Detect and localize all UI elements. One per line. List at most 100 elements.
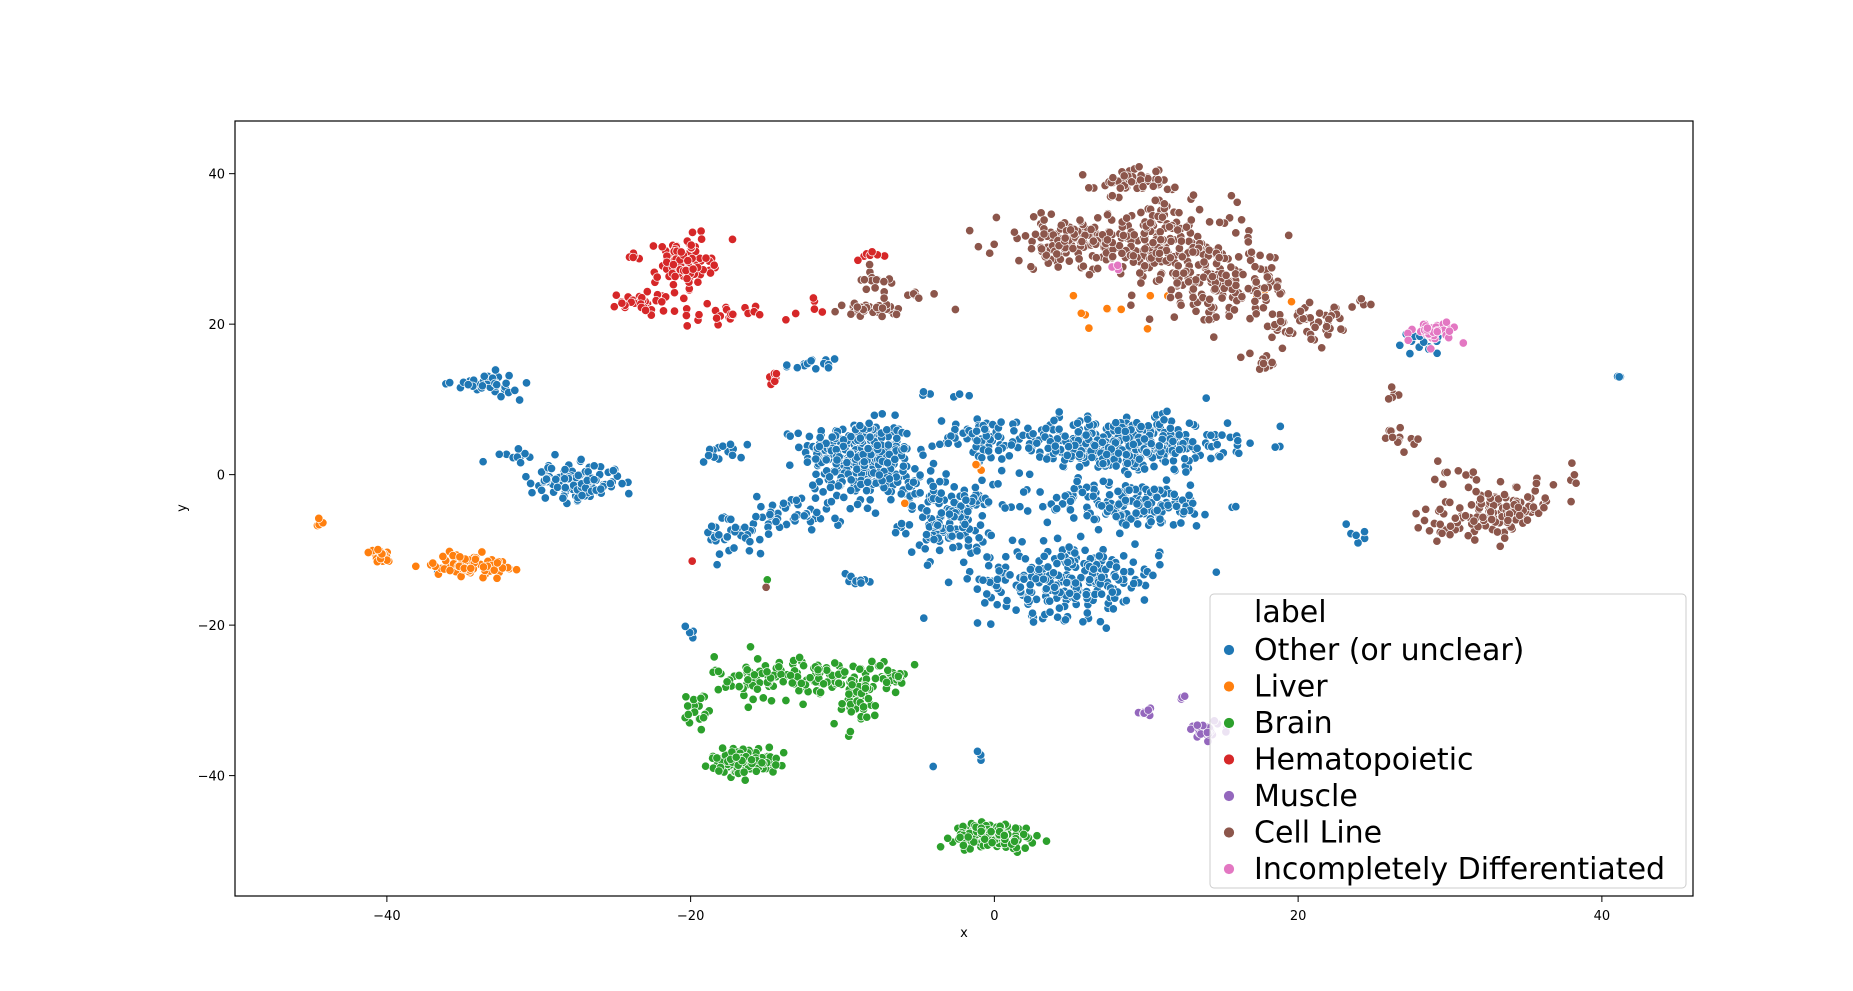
data-point (1478, 512, 1488, 522)
data-point (1234, 448, 1244, 458)
data-point (944, 577, 954, 587)
data-point (686, 240, 696, 250)
data-point (1005, 570, 1015, 580)
data-point (1310, 322, 1320, 332)
data-point (870, 710, 880, 720)
data-point (1499, 490, 1510, 500)
data-point (877, 303, 888, 313)
data-point (811, 454, 821, 464)
data-point (978, 575, 988, 585)
data-point (1068, 291, 1078, 301)
data-point (1084, 183, 1094, 193)
data-point (1405, 349, 1415, 359)
x-tick-label: 40 (1594, 909, 1611, 924)
data-point (877, 409, 887, 419)
data-point (648, 241, 658, 251)
data-point (996, 417, 1006, 427)
data-point (958, 840, 968, 850)
data-point (1032, 831, 1042, 841)
data-point (745, 642, 756, 652)
data-point (982, 552, 992, 562)
data-point (811, 469, 821, 479)
data-point (1149, 484, 1159, 494)
data-point (1270, 442, 1280, 452)
data-point (701, 761, 711, 771)
data-point (1140, 464, 1150, 474)
data-point (1188, 190, 1199, 200)
data-point (682, 274, 692, 284)
data-point (751, 766, 761, 776)
data-point (1469, 516, 1479, 526)
data-point (948, 543, 958, 553)
data-point (712, 753, 722, 763)
data-point (980, 424, 990, 434)
data-point (994, 566, 1004, 576)
data-point (1267, 332, 1277, 342)
data-point (999, 830, 1009, 841)
data-point (1495, 477, 1506, 487)
data-point (826, 497, 836, 507)
legend-marker (1223, 863, 1235, 875)
data-point (791, 308, 801, 319)
data-point (977, 453, 987, 463)
data-point (774, 662, 784, 672)
data-point (1056, 551, 1066, 561)
data-point (830, 658, 840, 668)
data-point (1172, 278, 1182, 288)
data-point (1262, 272, 1272, 282)
data-point (781, 315, 791, 325)
points-layer (312, 162, 1625, 857)
data-point (573, 470, 583, 480)
data-point (1118, 230, 1128, 241)
data-point (855, 664, 865, 674)
data-point (977, 511, 987, 521)
data-point (1353, 538, 1363, 548)
data-point (992, 574, 1002, 584)
data-point (1122, 458, 1133, 468)
data-point (1142, 447, 1152, 457)
data-point (852, 302, 862, 312)
data-point (1209, 332, 1219, 342)
data-point (1054, 424, 1064, 434)
data-point (681, 310, 691, 321)
data-point (830, 513, 840, 523)
data-point (1060, 431, 1070, 441)
data-point (1471, 475, 1482, 485)
data-point (1031, 574, 1041, 584)
data-point (1306, 334, 1316, 344)
data-point (1128, 251, 1138, 261)
data-point (1140, 261, 1150, 271)
data-point (657, 297, 667, 307)
data-point (679, 293, 689, 303)
data-point (814, 442, 824, 452)
data-point (943, 438, 953, 448)
data-point (1075, 449, 1085, 459)
y-tick-label: −20 (198, 619, 225, 634)
data-point (798, 699, 808, 709)
data-point (1179, 268, 1189, 278)
data-point (833, 481, 843, 491)
data-point (955, 832, 965, 842)
data-point (1071, 578, 1081, 588)
data-point (825, 482, 836, 492)
data-point (1566, 497, 1576, 507)
data-point (1276, 316, 1286, 326)
data-point (1168, 436, 1178, 446)
data-point (1023, 594, 1033, 604)
data-point (764, 742, 774, 752)
data-point (1419, 515, 1430, 526)
data-point (1179, 507, 1189, 517)
data-point (976, 826, 986, 836)
data-point (830, 307, 840, 317)
data-point (1432, 348, 1442, 358)
data-point (829, 719, 839, 729)
data-point (1204, 315, 1214, 325)
data-point (527, 488, 537, 498)
data-point (1102, 304, 1112, 314)
legend-entry-label: Brain (1254, 706, 1333, 741)
data-point (1105, 503, 1115, 513)
data-point (1119, 551, 1129, 561)
data-point (1098, 476, 1108, 486)
data-point (1127, 177, 1137, 187)
